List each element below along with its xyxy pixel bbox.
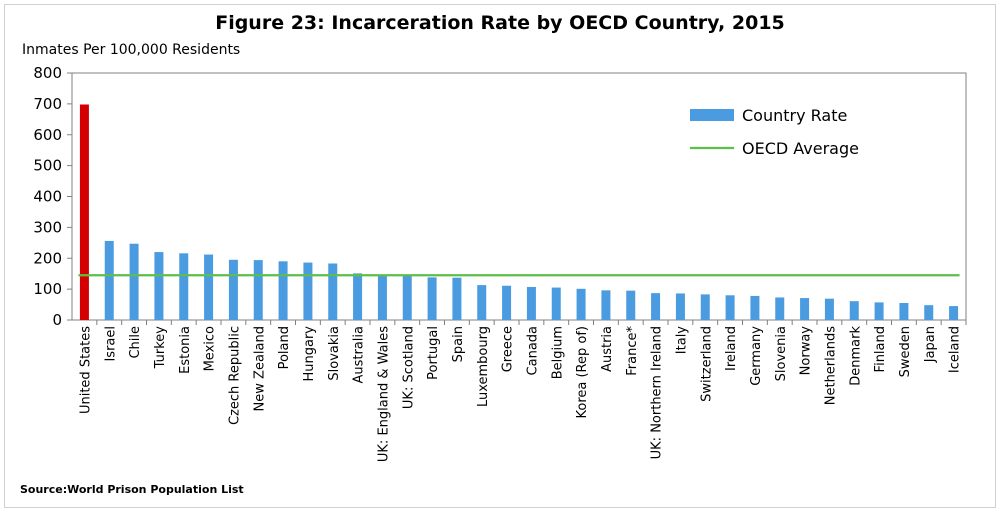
x-tick-label: Sweden	[898, 326, 913, 377]
x-tick-label: Greece	[501, 326, 516, 372]
x-tick-label: UK: Northern Ireland	[650, 326, 665, 459]
bar	[899, 303, 909, 320]
x-tick-label: France*	[625, 326, 640, 376]
x-tick-label: Estonia	[178, 326, 193, 374]
x-tick-label: Norway	[799, 326, 814, 376]
x-tick-label: Korea (Rep of)	[575, 326, 590, 419]
y-tick-label: 0	[52, 311, 62, 329]
bar	[874, 302, 884, 320]
x-tick-label: United States	[78, 326, 93, 414]
y-tick-label: 400	[33, 188, 62, 206]
source-note: Source:World Prison Population List	[20, 483, 244, 496]
y-tick-label: 300	[33, 218, 62, 236]
legend-label-oecd-average: OECD Average	[742, 139, 859, 158]
x-tick-label: Portugal	[426, 326, 441, 380]
x-tick-label: Slovenia	[774, 326, 789, 381]
y-tick-label: 600	[33, 126, 62, 144]
bar	[278, 261, 288, 320]
x-tick-label: Poland	[277, 326, 292, 369]
chart-title: Figure 23: Incarceration Rate by OECD Co…	[215, 12, 785, 34]
bar	[79, 104, 89, 321]
bar	[353, 273, 363, 320]
x-tick-label: Hungary	[302, 326, 317, 382]
bar	[949, 306, 959, 320]
x-tick-label: Germany	[749, 326, 764, 386]
x-tick-label: Iceland	[948, 326, 963, 373]
x-tick-label: Switzerland	[699, 326, 714, 402]
x-tick-label: Ireland	[724, 326, 739, 371]
x-tick-label: Israel	[103, 326, 118, 362]
bar	[477, 285, 487, 320]
bar	[800, 298, 810, 320]
y-axis-label: Inmates Per 100,000 Residents	[22, 42, 241, 58]
legend-swatch-country-rate	[690, 109, 734, 121]
bar	[675, 293, 685, 320]
y-tick-label: 800	[33, 64, 62, 82]
chart-frame	[4, 4, 996, 508]
bar	[576, 288, 586, 320]
bar	[402, 275, 412, 320]
x-tick-label: Italy	[674, 326, 689, 355]
bar	[626, 290, 636, 320]
y-tick-label: 500	[33, 157, 62, 175]
bar	[551, 287, 561, 320]
bar	[824, 298, 834, 320]
x-tick-label: UK: Scotland	[401, 326, 416, 409]
x-tick-label: Turkey	[153, 326, 168, 370]
x-tick-label: New Zealand	[252, 326, 267, 411]
x-tick-label: UK: England & Wales	[376, 326, 391, 462]
bar	[452, 277, 462, 320]
bar	[651, 293, 661, 320]
x-tick-label: Finland	[873, 326, 888, 372]
x-tick-label: Belgium	[550, 326, 565, 379]
x-tick-label: Australia	[352, 326, 367, 384]
bar	[129, 243, 139, 320]
bar	[849, 301, 859, 320]
x-tick-label: Slovakia	[327, 326, 342, 381]
x-tick-label: Czech Republic	[227, 326, 242, 425]
bar	[179, 253, 189, 320]
bar	[303, 262, 313, 320]
x-tick-label: Netherlands	[823, 326, 838, 405]
x-tick-label: Mexico	[203, 326, 218, 371]
bar	[526, 286, 536, 320]
x-tick-label: Canada	[525, 326, 540, 375]
bar	[601, 290, 611, 320]
x-tick-label: Denmark	[848, 326, 863, 386]
bar	[253, 260, 263, 320]
y-tick-label: 700	[33, 95, 62, 113]
bar	[427, 277, 437, 320]
y-tick-label: 200	[33, 249, 62, 267]
bar	[924, 305, 934, 320]
bar	[775, 297, 785, 320]
bar	[377, 274, 387, 320]
bar	[228, 259, 238, 320]
x-tick-label: Spain	[451, 326, 466, 362]
x-tick-label: Austria	[600, 326, 615, 372]
bar	[700, 294, 710, 320]
x-tick-label: Luxembourg	[476, 326, 491, 407]
bar	[104, 240, 114, 320]
bar	[725, 295, 735, 320]
bar	[750, 295, 760, 320]
bar	[502, 285, 512, 320]
bar	[204, 254, 214, 320]
x-tick-label: Japan	[923, 326, 938, 363]
bar	[154, 252, 164, 320]
bar	[328, 263, 338, 320]
x-tick-label: Chile	[128, 326, 143, 359]
legend-label-country-rate: Country Rate	[742, 106, 847, 125]
y-tick-label: 100	[33, 280, 62, 298]
